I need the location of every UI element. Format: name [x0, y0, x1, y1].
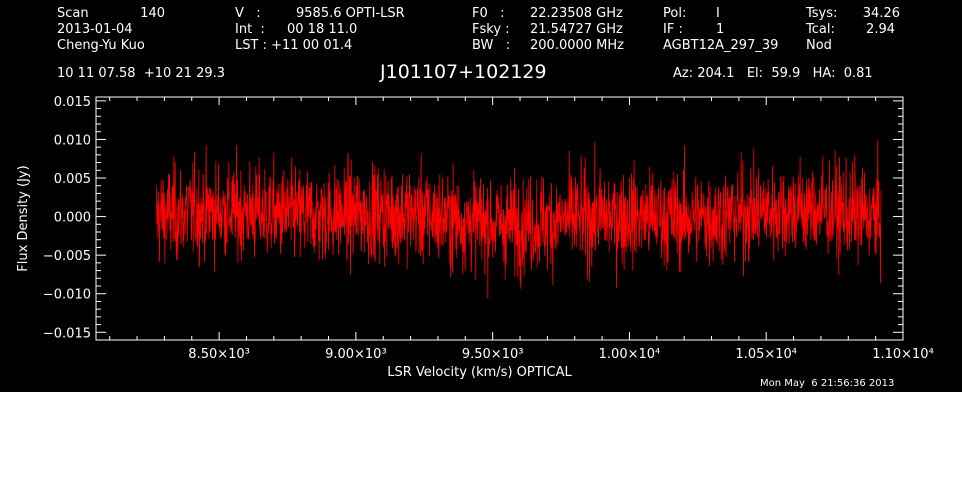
y-tick-label: −0.005 — [43, 249, 91, 264]
y-tick-label: −0.010 — [43, 288, 91, 303]
y-tick-label: 0.000 — [54, 211, 91, 226]
y-tick-label: −0.015 — [43, 326, 91, 341]
source-coords: 10 11 07.58 +10 21 29.3 — [57, 66, 226, 81]
x-tick-label: 1.10×10⁴ — [872, 347, 934, 362]
f0-value: 22.23508 GHz — [530, 6, 623, 21]
chart-title: J101107+102129 — [380, 61, 547, 83]
x-axis-title: LSR Velocity (km/s) OPTICAL — [387, 365, 572, 380]
v-label: V : — [235, 6, 261, 21]
pol-label: Pol: — [663, 6, 687, 21]
f0-label: F0 : — [472, 6, 505, 21]
observer-name: Cheng-Yu Kuo — [57, 38, 145, 53]
bw-value: 200.0000 MHz — [530, 38, 624, 53]
x-tick-label: 1.00×10⁴ — [599, 347, 661, 362]
y-tick-label: 0.010 — [54, 133, 91, 148]
lst-label: LST : +11 00 01.4 — [235, 38, 353, 53]
if-value: 1 — [716, 22, 725, 37]
fsky-label: Fsky : — [472, 22, 510, 37]
project-id: AGBT12A_297_39 — [663, 38, 779, 53]
x-tick-label: 1.05×10⁴ — [735, 347, 797, 362]
v-value: 9585.6 OPTI-LSR — [296, 6, 405, 21]
fsky-value: 21.54727 GHz — [530, 22, 623, 37]
plot-frame — [95, 96, 904, 341]
tsys-value: 34.26 — [862, 6, 900, 21]
y-tick-label: 0.005 — [54, 172, 91, 187]
tcal-value: 2.94 — [866, 22, 895, 37]
tcal-label: Tcal: — [806, 22, 835, 37]
tsys-label: Tsys: — [806, 6, 838, 21]
scan-label: Scan — [57, 6, 89, 21]
scan-value: 140 — [140, 6, 165, 21]
int-label: Int : — [235, 22, 265, 37]
y-axis-title: Flux Density (Jy) — [16, 165, 31, 271]
pol-value: I — [716, 6, 720, 21]
x-tick-label: 9.50×10³ — [462, 347, 524, 362]
int-value: 00 18 11.0 — [287, 22, 358, 37]
x-tick-label: 8.50×10³ — [188, 347, 250, 362]
obs-mode: Nod — [806, 38, 832, 53]
bw-label: BW : — [472, 38, 511, 53]
x-tick-label: 9.00×10³ — [325, 347, 387, 362]
az-el-ha: Az: 204.1 El: 59.9 HA: 0.81 — [673, 66, 873, 81]
y-tick-label: 0.015 — [54, 95, 91, 110]
spectrum-trace — [155, 140, 882, 299]
plot-window: Scan 140 2013-01-04 Cheng-Yu Kuo V : 958… — [0, 0, 962, 392]
obs-date: 2013-01-04 — [57, 22, 133, 37]
spectrum-chart: 8.50×10³ 9.00×10³ 9.50×10³ 1.00×10⁴ 1.05×10⁴… — [16, 95, 934, 380]
plot-timestamp: Mon May 6 21:56:36 2013 — [760, 378, 895, 389]
if-label: IF : — [663, 22, 683, 37]
